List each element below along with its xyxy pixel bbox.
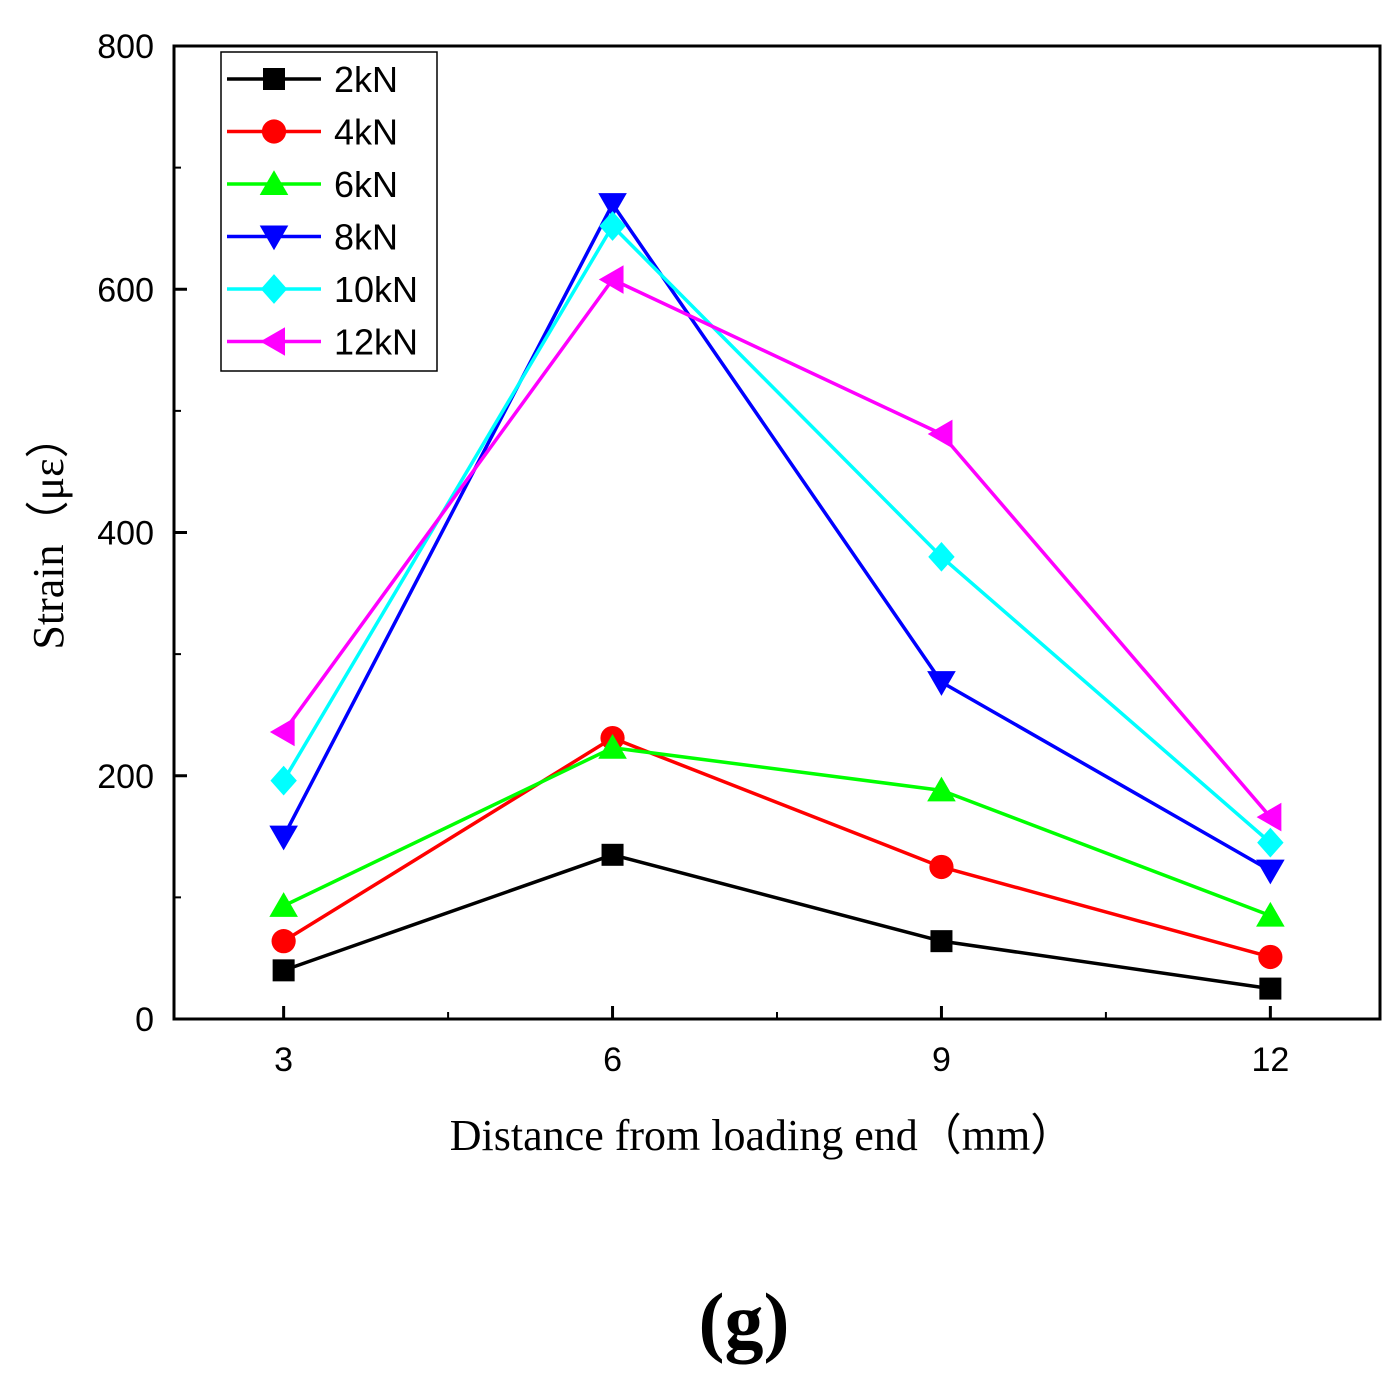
series-4kN [271, 725, 1283, 970]
data-point-10kN [599, 211, 626, 241]
legend-marker-2kN [263, 68, 285, 90]
y-tick-label: 0 [135, 1001, 154, 1039]
y-axis-title: Strain（με） [24, 414, 73, 649]
legend-marker-6kN [259, 170, 289, 195]
data-point-12kN [269, 717, 295, 747]
data-point-2kN [272, 959, 295, 982]
series-8kN [269, 193, 1285, 885]
data-point-4kN [271, 929, 296, 954]
data-point-8kN [269, 825, 298, 851]
data-point-4kN [1258, 944, 1283, 970]
data-point-2kN [601, 843, 624, 866]
data-point-6kN [269, 892, 298, 917]
legend-box [220, 51, 438, 372]
x-tick-label: 6 [603, 1041, 622, 1079]
series-line-2kN [283, 853, 1271, 991]
legend-label-4kN: 4kN [334, 112, 398, 153]
legend-label-2kN: 2kN [334, 59, 398, 100]
legend-label-6kN: 6kN [334, 164, 398, 205]
legend-label-8kN: 8kN [334, 217, 398, 258]
y-tick-label: 200 [97, 758, 154, 796]
y-tick-label: 400 [97, 515, 154, 553]
legend-label-10kN: 10kN [334, 269, 418, 310]
data-point-6kN [1256, 901, 1285, 927]
data-point-12kN [927, 419, 953, 449]
axes-layer: 0 200 400 600 800 3 6 9 12 [97, 28, 1382, 1079]
data-point-12kN [598, 265, 624, 294]
x-tick-label: 3 [274, 1041, 293, 1079]
data-point-6kN [598, 734, 627, 759]
x-tick-label: 12 [1251, 1041, 1289, 1079]
series-line-12kN [282, 277, 1272, 819]
series-2kN [272, 843, 1282, 1000]
x-axis-title: Distance from loading end（mm） [450, 1111, 1074, 1160]
data-point-4kN [929, 854, 954, 880]
data-point-6kN [927, 776, 956, 802]
data-point-2kN [930, 930, 953, 953]
y-tick-label: 800 [97, 28, 154, 66]
series-line-4kN [282, 736, 1271, 959]
series-6kN [269, 734, 1285, 927]
data-point-10kN [270, 765, 297, 796]
data-point-10kN [1257, 827, 1284, 858]
legend-label-12kN: 12kN [334, 322, 418, 363]
series-line-6kN [282, 746, 1271, 918]
y-tick-label: 600 [97, 271, 154, 309]
series-12kN [269, 265, 1282, 832]
data-point-8kN [598, 193, 627, 218]
legend-marker-12kN [260, 327, 285, 356]
legend-marker-8kN [259, 225, 289, 251]
series-line-8kN [282, 202, 1272, 873]
series-layer [269, 193, 1285, 1000]
data-point-8kN [1256, 859, 1285, 885]
x-tick-label: 9 [932, 1041, 951, 1079]
data-point-10kN [928, 541, 955, 572]
legend: 2kN 4kN 6kN 8kN 10kN 12kN [220, 51, 438, 372]
legend-marker-4kN [261, 119, 287, 144]
panel-label: (g) [699, 1277, 790, 1364]
data-point-2kN [1259, 977, 1282, 1000]
data-point-12kN [1256, 802, 1282, 832]
legend-marker-10kN [260, 274, 288, 304]
data-point-8kN [927, 671, 956, 696]
